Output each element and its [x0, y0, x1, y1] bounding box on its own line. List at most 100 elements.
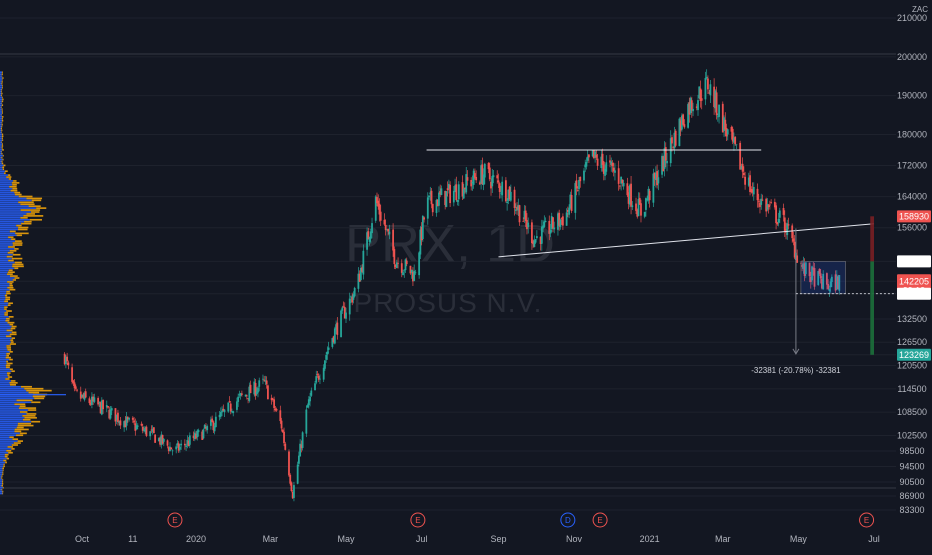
range-box[interactable] — [800, 260, 846, 295]
candle-body — [704, 78, 707, 100]
candle-body — [193, 432, 196, 440]
candle-body — [419, 229, 422, 255]
candle-body — [559, 219, 562, 227]
volume-bar-up — [0, 374, 8, 376]
volume-bar-up — [0, 265, 13, 268]
volume-bar-up — [0, 424, 18, 427]
volume-bar-down — [11, 257, 23, 260]
candle-body — [766, 203, 769, 210]
candle-body — [578, 180, 580, 190]
event-marker-e[interactable] — [410, 512, 426, 528]
volume-bar-down — [1, 108, 3, 110]
volume-bar-down — [2, 149, 4, 151]
candle-body — [611, 162, 614, 167]
candle-body — [100, 400, 103, 415]
price-badge-label: 158930 — [899, 211, 929, 221]
candle-body — [310, 390, 313, 396]
volume-bar-down — [2, 139, 4, 141]
volume-bar-down — [1, 100, 4, 103]
price-tick-label: 180000 — [897, 129, 927, 139]
volume-bar-up — [0, 337, 12, 340]
stop-zone[interactable] — [870, 216, 874, 262]
volume-bar-up — [0, 267, 15, 270]
volume-bar-down — [3, 465, 5, 468]
volume-bar-up — [0, 467, 3, 470]
candle-body — [76, 389, 78, 391]
price-axis[interactable]: 210000 200000 190000 180000 172000 164000 1560… — [897, 13, 927, 515]
volume-bar-up — [0, 125, 2, 128]
volume-bar-down — [14, 267, 19, 270]
candle-body — [490, 181, 492, 189]
volume-bar-down — [8, 178, 12, 180]
candle-body — [135, 425, 138, 430]
watermark-symbol-name: PROSUS N.V. — [354, 287, 543, 318]
volume-bar-up — [0, 434, 17, 437]
price-tick-label: 108500 — [897, 407, 927, 417]
candle-body — [196, 430, 199, 438]
volume-bar-up — [0, 383, 11, 386]
candle-body — [403, 270, 406, 272]
candle-body — [466, 177, 469, 181]
volume-bar-up — [0, 246, 9, 248]
event-marker-e[interactable] — [167, 512, 183, 528]
candle-body — [740, 165, 743, 170]
volume-bar-up — [0, 250, 10, 252]
volume-bar-up — [0, 189, 11, 192]
volume-bar-down — [4, 308, 7, 310]
volume-bar-down — [1, 121, 3, 124]
candle-body — [72, 380, 75, 384]
event-marker-e[interactable] — [859, 512, 875, 528]
drawings[interactable]: -32381 (-20.78%) -32381 — [426, 149, 896, 375]
candle-body — [180, 443, 183, 446]
volume-bar-up — [0, 79, 3, 81]
volume-bar-down — [3, 164, 6, 167]
candle-body — [98, 401, 101, 403]
volume-bar-up — [0, 114, 2, 116]
trend-line[interactable] — [498, 223, 875, 258]
volume-bar-down — [22, 415, 36, 417]
event-marker-e[interactable] — [592, 512, 608, 528]
volume-bar-up — [0, 339, 11, 341]
volume-bar-down — [24, 416, 37, 419]
candle-body — [666, 160, 668, 164]
candle-body — [584, 164, 587, 168]
candle-body — [340, 310, 342, 338]
volume-bar-up — [0, 385, 21, 388]
candle-body — [211, 418, 214, 422]
volume-bar-down — [1, 125, 3, 128]
volume-bar-up — [0, 387, 25, 390]
time-axis-panel[interactable] — [0, 522, 896, 550]
volume-bar-down — [11, 238, 16, 241]
volume-bar-down — [24, 387, 44, 390]
volume-bar-down — [4, 453, 9, 456]
candle-body — [786, 223, 789, 236]
volume-bar-down — [12, 279, 17, 281]
time-axis[interactable]: Oct 11 2020 Mar May Jul Sep Nov 2021 Mar May Jul — [75, 534, 880, 544]
volume-bar-up — [0, 442, 14, 444]
volume-bar-down — [6, 345, 11, 347]
candle-body — [429, 192, 432, 195]
volume-bar-up — [0, 143, 3, 145]
candle-body — [206, 426, 209, 431]
candle-body — [257, 387, 259, 393]
volume-bar-up — [0, 172, 5, 174]
candle-body — [325, 355, 328, 360]
target-zone[interactable] — [870, 261, 874, 355]
candle-body — [557, 213, 559, 230]
volume-bar-up — [0, 457, 7, 460]
candle-body — [583, 170, 585, 181]
candle-body — [683, 124, 686, 128]
candle-body — [117, 412, 119, 422]
candle-body — [733, 137, 735, 143]
candle-body — [645, 198, 647, 210]
candle-body — [646, 199, 649, 201]
price-candles — [63, 69, 841, 502]
volume-bar-up — [0, 191, 15, 194]
candle-body — [244, 394, 247, 397]
volume-bar-down — [11, 370, 15, 373]
event-marker-d[interactable] — [560, 512, 576, 528]
candle-body — [488, 167, 491, 180]
